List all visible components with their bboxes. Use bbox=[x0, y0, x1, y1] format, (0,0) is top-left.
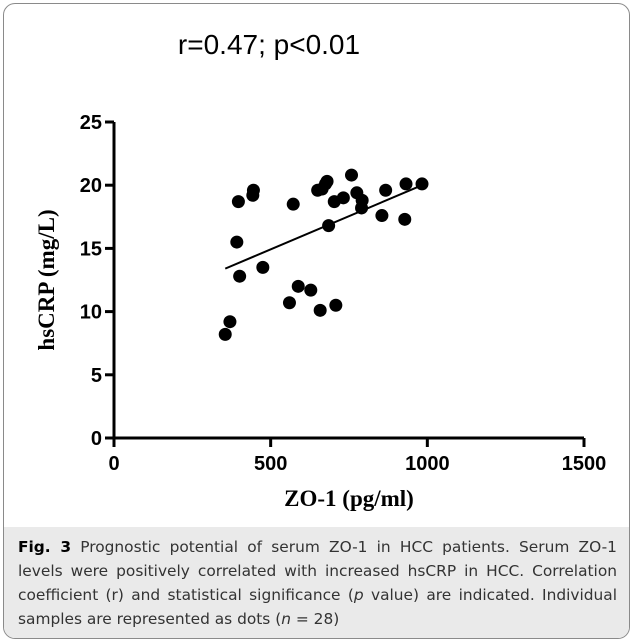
data-point bbox=[282, 296, 296, 310]
caption-text: Fig. 3 Prognostic potential of serum ZO-… bbox=[18, 535, 617, 631]
data-point bbox=[322, 219, 336, 233]
data-point bbox=[398, 212, 412, 226]
y-axis-label: hsCRP (mg/L) bbox=[34, 209, 59, 350]
data-point bbox=[313, 303, 327, 317]
data-point bbox=[246, 183, 260, 197]
data-point bbox=[399, 177, 413, 191]
caption-n-symbol: n bbox=[281, 610, 291, 628]
data-point bbox=[345, 168, 359, 182]
data-point bbox=[230, 235, 244, 249]
data-point bbox=[375, 209, 389, 223]
data-point bbox=[304, 283, 318, 297]
x-ticks: 0 500 1000 1500 bbox=[108, 438, 606, 475]
data-points bbox=[218, 168, 429, 341]
x-tick-label: 1500 bbox=[562, 453, 607, 475]
data-point bbox=[329, 298, 343, 312]
caption-p-symbol: p bbox=[353, 586, 364, 604]
x-tick-label: 1000 bbox=[405, 453, 450, 475]
data-point bbox=[218, 327, 232, 341]
y-tick-label: 0 bbox=[91, 428, 102, 450]
x-axis-label: ZO-1 (pg/ml) bbox=[284, 486, 414, 511]
y-tick-label: 25 bbox=[80, 112, 102, 134]
scatter-chart: r=0.47; p<0.01 0 5 10 15 20 25 0 500 1000 1500 Z… bbox=[34, 29, 606, 511]
x-tick-label: 0 bbox=[108, 453, 119, 475]
caption-part-1: Prognostic potential of serum ZO-1 in HC… bbox=[18, 538, 617, 604]
y-tick-label: 5 bbox=[91, 365, 102, 387]
data-point bbox=[291, 279, 305, 293]
caption-part-2: value) are indicated. Individual samples… bbox=[18, 586, 618, 628]
y-tick-label: 10 bbox=[80, 302, 102, 324]
chart-annotation: r=0.47; p<0.01 bbox=[178, 29, 360, 60]
data-point bbox=[286, 197, 300, 211]
data-point bbox=[320, 174, 334, 188]
figure-label: Fig. 3 bbox=[18, 538, 72, 556]
data-point bbox=[336, 191, 350, 205]
data-point bbox=[379, 183, 393, 197]
y-tick-label: 20 bbox=[80, 175, 102, 197]
figure-caption: Fig. 3 Prognostic potential of serum ZO-… bbox=[4, 527, 629, 638]
figure-frame: r=0.47; p<0.01 0 5 10 15 20 25 0 500 1000 1500 Z… bbox=[3, 3, 630, 639]
data-point bbox=[231, 195, 245, 209]
x-tick-label: 500 bbox=[254, 453, 287, 475]
data-point bbox=[256, 260, 270, 274]
data-point bbox=[233, 269, 247, 283]
data-point bbox=[223, 315, 237, 329]
data-point bbox=[355, 193, 369, 207]
data-point bbox=[415, 177, 429, 191]
caption-part-3: = 28) bbox=[290, 610, 340, 628]
y-tick-label: 15 bbox=[80, 238, 102, 260]
y-ticks: 0 5 10 15 20 25 bbox=[80, 112, 114, 450]
